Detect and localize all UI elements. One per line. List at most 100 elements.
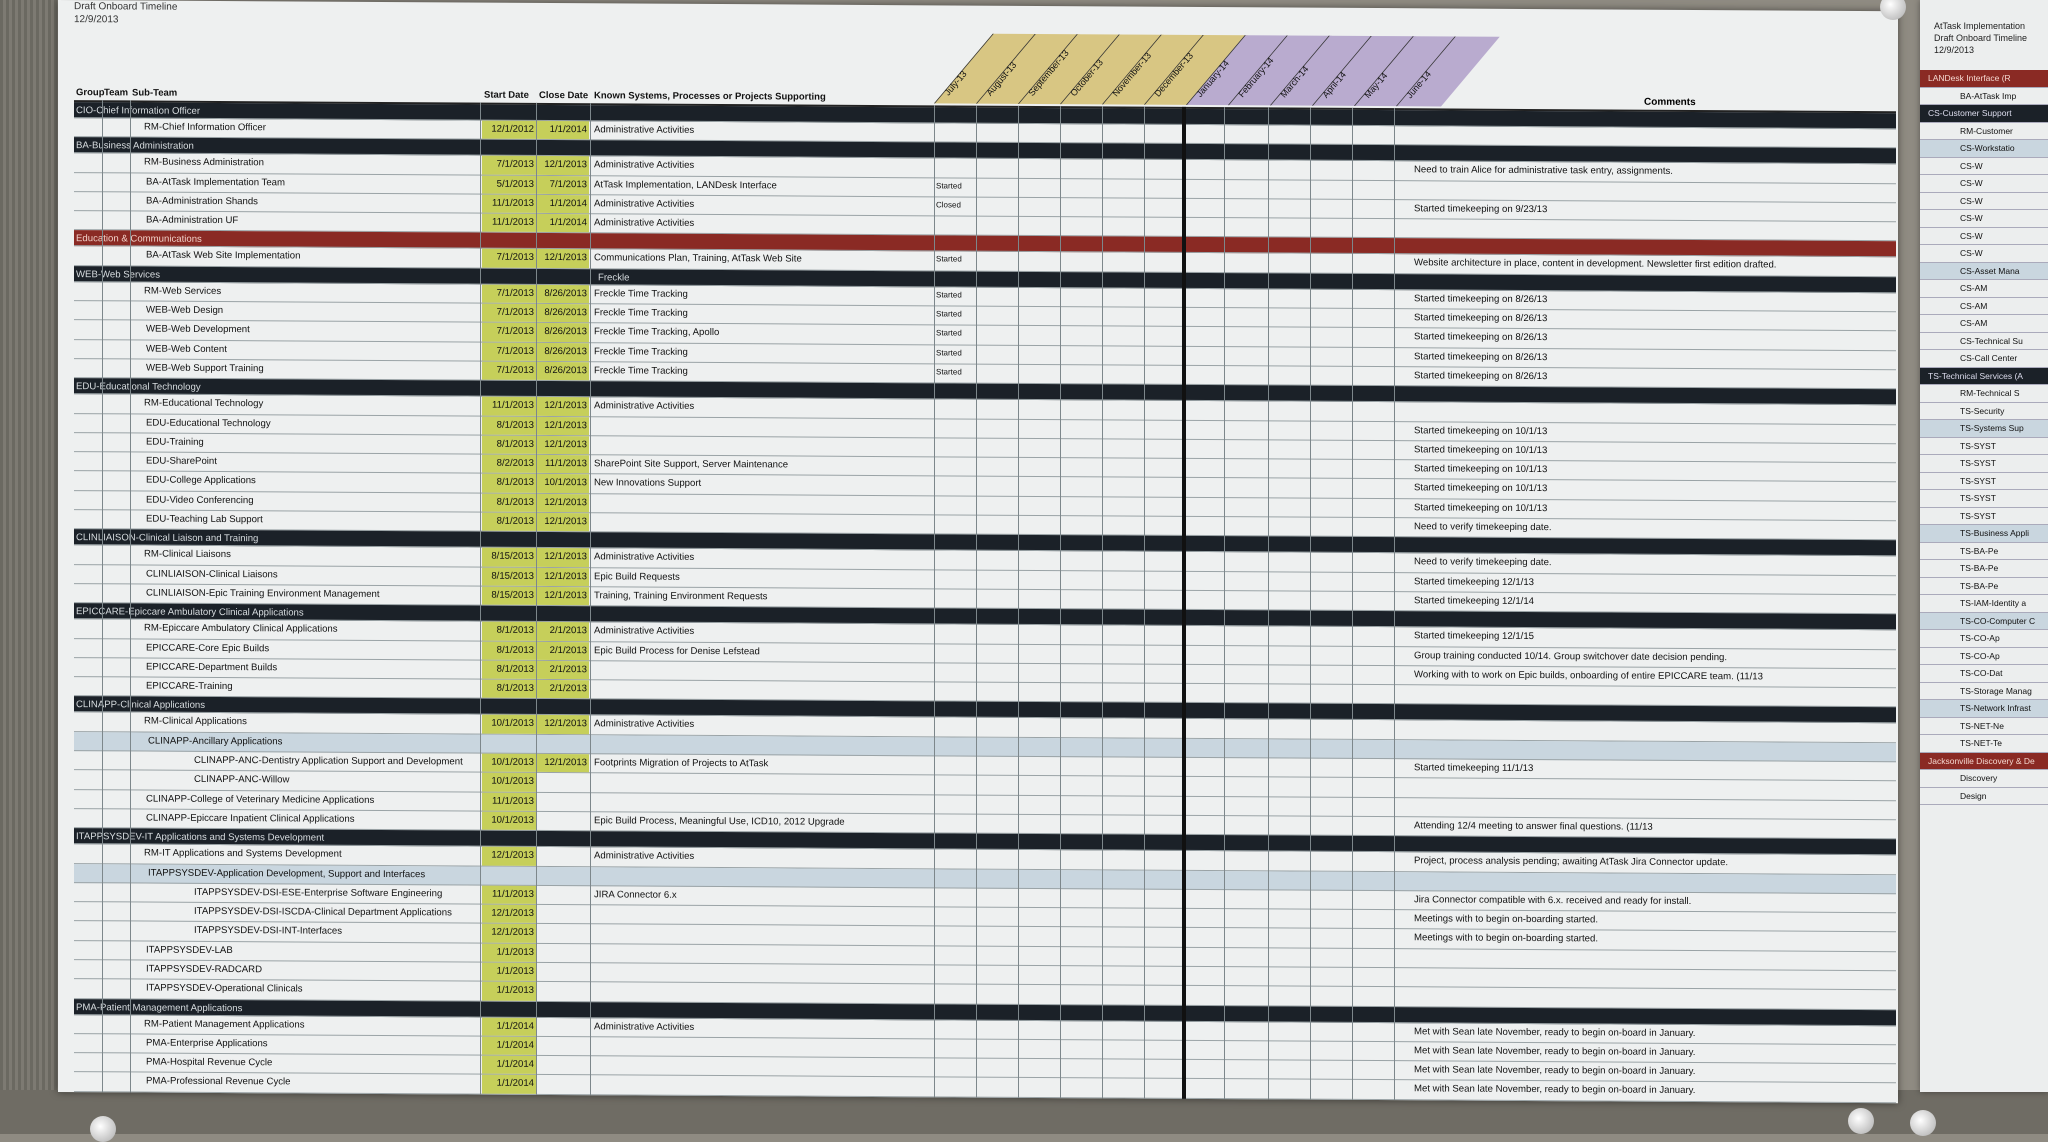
timeline-sheet: Draft Onboard Timeline 12/9/2013 Group T… bbox=[58, 0, 1898, 1104]
second-sheet-row: RM-Customer bbox=[1920, 123, 2048, 140]
second-sheet-row: TS-SYST bbox=[1920, 508, 2048, 525]
systems-text: Administrative Activities bbox=[594, 625, 695, 638]
team-name: RM-Clinical Liaisons bbox=[144, 548, 231, 561]
second-sheet-title: AtTask Implementation Draft Onboard Timel… bbox=[1920, 0, 2048, 70]
second-sheet-row: TS-Technical Services (A bbox=[1920, 367, 2048, 385]
team-name: RM-Educational Technology bbox=[144, 397, 264, 410]
start-date: 1/1/2013 bbox=[482, 943, 536, 962]
close-date: 12/1/2013 bbox=[537, 567, 589, 587]
grid-line bbox=[934, 105, 935, 1098]
second-sheet-title-line: Draft Onboard Timeline bbox=[1934, 33, 2028, 43]
team-name: BA-Administration Shands bbox=[146, 195, 258, 208]
second-sheet-row: TS-IAM-Identity a bbox=[1920, 595, 2048, 613]
close-date: 10/1/2013 bbox=[537, 474, 589, 493]
wall-background bbox=[0, 0, 60, 1134]
second-sheet-row: CS-AM bbox=[1920, 298, 2048, 315]
start-date: 10/1/2013 bbox=[482, 772, 536, 792]
header-comments: Comments bbox=[1644, 96, 1696, 109]
second-sheet-row: TS-SYST bbox=[1920, 455, 2048, 473]
close-date bbox=[537, 963, 589, 982]
close-date: 8/26/2013 bbox=[537, 361, 589, 381]
systems-text: Freckle Time Tracking bbox=[594, 365, 688, 377]
second-sheet-row: CS-Technical Su bbox=[1920, 333, 2048, 350]
systems-text: New Innovations Support bbox=[594, 477, 702, 490]
second-sheet-row: CS-Asset Mana bbox=[1920, 262, 2048, 280]
start-date: 12/1/2013 bbox=[482, 846, 536, 866]
close-date bbox=[537, 1075, 589, 1094]
document-date: 12/9/2013 bbox=[74, 14, 119, 26]
team-name: CLINAPP-ANC-Dentistry Application Suppor… bbox=[194, 754, 463, 768]
comment-text: Jira Connector compatible with 6.x. rece… bbox=[1414, 894, 1692, 907]
second-sheet-row: CS-AM bbox=[1920, 280, 2048, 298]
start-date: 8/1/2013 bbox=[482, 416, 536, 435]
systems-text: Epic Build Process for Denise Lefstead bbox=[594, 644, 760, 657]
start-date: 11/1/2013 bbox=[482, 194, 536, 214]
comment-text: Need to train Alice for administrative t… bbox=[1414, 164, 1673, 178]
second-sheet-row: TS-Network Infrast bbox=[1920, 700, 2048, 718]
team-name: RM-Patient Management Applications bbox=[144, 1018, 305, 1031]
pin-icon bbox=[90, 1116, 116, 1142]
close-date: 12/1/2013 bbox=[537, 753, 589, 773]
start-date: 8/2/2013 bbox=[482, 454, 536, 474]
grid-line bbox=[1102, 106, 1103, 1099]
second-sheet-row: CS-W bbox=[1920, 245, 2048, 263]
comment-text: Meetings with to begin on-boarding start… bbox=[1414, 932, 1598, 945]
group-name: CLINAPP-Clinical Applications bbox=[76, 699, 206, 712]
systems-text: Administrative Activities bbox=[594, 551, 695, 564]
second-sheet-row: RM-Technical S bbox=[1920, 385, 2048, 403]
start-date: 8/1/2013 bbox=[482, 435, 536, 455]
grid-line bbox=[1310, 107, 1311, 1100]
comment-text: Need to verify timekeeping date. bbox=[1414, 556, 1552, 569]
start-date: 8/1/2013 bbox=[482, 641, 536, 660]
close-date: 2/1/2013 bbox=[537, 622, 589, 641]
start-date: 7/1/2013 bbox=[482, 342, 536, 361]
start-date: 8/1/2013 bbox=[482, 512, 536, 532]
second-sheet-row: TS-SYST bbox=[1920, 490, 2048, 508]
close-date: 12/1/2013 bbox=[537, 715, 589, 734]
comment-text: Started timekeeping on 10/1/13 bbox=[1414, 463, 1548, 476]
grid-line bbox=[1144, 106, 1145, 1099]
start-date: 8/1/2013 bbox=[482, 474, 536, 493]
status-tag: Started bbox=[936, 328, 962, 338]
team-name: RM-Business Administration bbox=[144, 156, 264, 169]
status-tag: Started bbox=[936, 348, 962, 358]
start-date: 1/1/2014 bbox=[482, 1017, 536, 1036]
close-date: 12/1/2013 bbox=[537, 493, 589, 513]
grid-line bbox=[976, 105, 977, 1098]
close-date: 8/26/2013 bbox=[537, 284, 589, 304]
team-name: CLINAPP-College of Veterinary Medicine A… bbox=[146, 793, 375, 806]
group-name: BA-Business Administration bbox=[76, 140, 194, 153]
systems-text: Freckle Time Tracking, Apollo bbox=[594, 326, 720, 339]
close-date: 12/1/2013 bbox=[537, 249, 589, 269]
comment-text: Started timekeeping on 8/26/13 bbox=[1414, 293, 1548, 305]
group-name: Education & Communications bbox=[76, 233, 202, 246]
comment-text: Started timekeeping on 10/1/13 bbox=[1414, 444, 1548, 456]
group-name: EDU-Educational Technology bbox=[76, 381, 201, 394]
group-name: WEB-Web Services bbox=[76, 268, 161, 281]
systems-text: Administrative Activities bbox=[594, 217, 695, 230]
close-date bbox=[537, 793, 589, 812]
status-tag: Started bbox=[936, 180, 962, 191]
comment-text: Project, process analysis pending; await… bbox=[1414, 855, 1729, 869]
group-note: Freckle bbox=[598, 272, 630, 284]
second-sheet-row: CS-AM bbox=[1920, 315, 2048, 333]
close-date: 12/1/2013 bbox=[537, 156, 589, 175]
close-date bbox=[537, 944, 589, 963]
start-date: 8/15/2013 bbox=[482, 586, 536, 606]
close-date bbox=[537, 812, 589, 831]
second-sheet-row: TS-NET-Te bbox=[1920, 735, 2048, 753]
start-date: 1/1/2014 bbox=[482, 1036, 536, 1056]
close-date: 12/1/2013 bbox=[537, 416, 589, 436]
start-date: 7/1/2013 bbox=[482, 303, 536, 323]
team-name: EPICCARE-Core Epic Builds bbox=[146, 642, 270, 654]
status-tag: Started bbox=[936, 309, 962, 319]
second-sheet-row: CS-W bbox=[1920, 175, 2048, 193]
grid-line bbox=[130, 100, 131, 1093]
pin-icon bbox=[1848, 1108, 1874, 1134]
close-date: 7/1/2013 bbox=[537, 175, 589, 195]
group-name: ITAPPSYSDEV-IT Applications and Systems … bbox=[76, 831, 325, 844]
systems-text: Administrative Activities bbox=[594, 718, 695, 731]
second-sheet-row: Design bbox=[1920, 788, 2048, 805]
team-name: RM-IT Applications and Systems Developme… bbox=[144, 847, 342, 860]
group-name: CLINLIAISON-Clinical Liaison and Trainin… bbox=[76, 532, 259, 545]
